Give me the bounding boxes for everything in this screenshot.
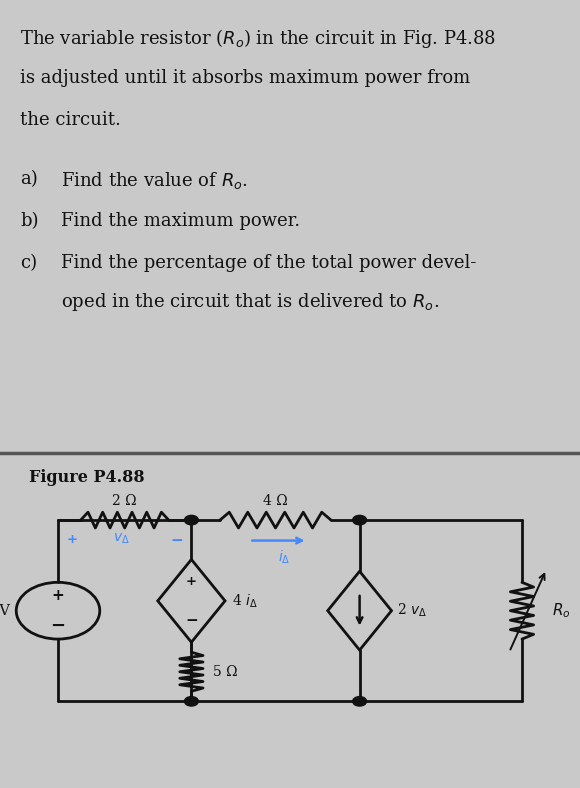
Text: −: − — [185, 613, 198, 628]
Text: −: − — [170, 533, 183, 548]
Text: +: + — [52, 588, 64, 604]
Text: $i_\Delta$: $i_\Delta$ — [278, 548, 291, 566]
Text: $R_o$: $R_o$ — [552, 601, 571, 620]
Circle shape — [184, 515, 198, 525]
Text: is adjusted until it absorbs maximum power from: is adjusted until it absorbs maximum pow… — [20, 69, 470, 87]
Text: c): c) — [20, 254, 38, 272]
Text: 5 Ω: 5 Ω — [213, 665, 238, 678]
Circle shape — [353, 697, 367, 706]
Text: −: − — [50, 617, 66, 634]
Text: +: + — [67, 533, 78, 545]
Text: +: + — [186, 574, 197, 588]
Text: Figure P4.88: Figure P4.88 — [29, 469, 144, 486]
Circle shape — [353, 515, 367, 525]
Text: Find the value of $R_o$.: Find the value of $R_o$. — [61, 170, 248, 191]
Text: $v_\Delta$: $v_\Delta$ — [114, 531, 130, 545]
Text: 4 $i_\Delta$: 4 $i_\Delta$ — [232, 592, 258, 610]
Text: the circuit.: the circuit. — [20, 110, 121, 128]
Text: oped in the circuit that is delivered to $R_o$.: oped in the circuit that is delivered to… — [61, 292, 439, 314]
Text: Find the percentage of the total power devel-: Find the percentage of the total power d… — [61, 254, 476, 272]
Text: 2 Ω: 2 Ω — [113, 494, 137, 508]
Text: b): b) — [20, 212, 39, 230]
Text: Find the maximum power.: Find the maximum power. — [61, 212, 300, 230]
Text: 2 $v_\Delta$: 2 $v_\Delta$ — [397, 602, 427, 619]
Circle shape — [184, 697, 198, 706]
Text: 4 Ω: 4 Ω — [263, 494, 288, 508]
Text: 60 V: 60 V — [0, 604, 10, 618]
Text: a): a) — [20, 170, 38, 188]
Text: The variable resistor ($R_o$) in the circuit in Fig. P4.88: The variable resistor ($R_o$) in the cir… — [20, 28, 496, 50]
